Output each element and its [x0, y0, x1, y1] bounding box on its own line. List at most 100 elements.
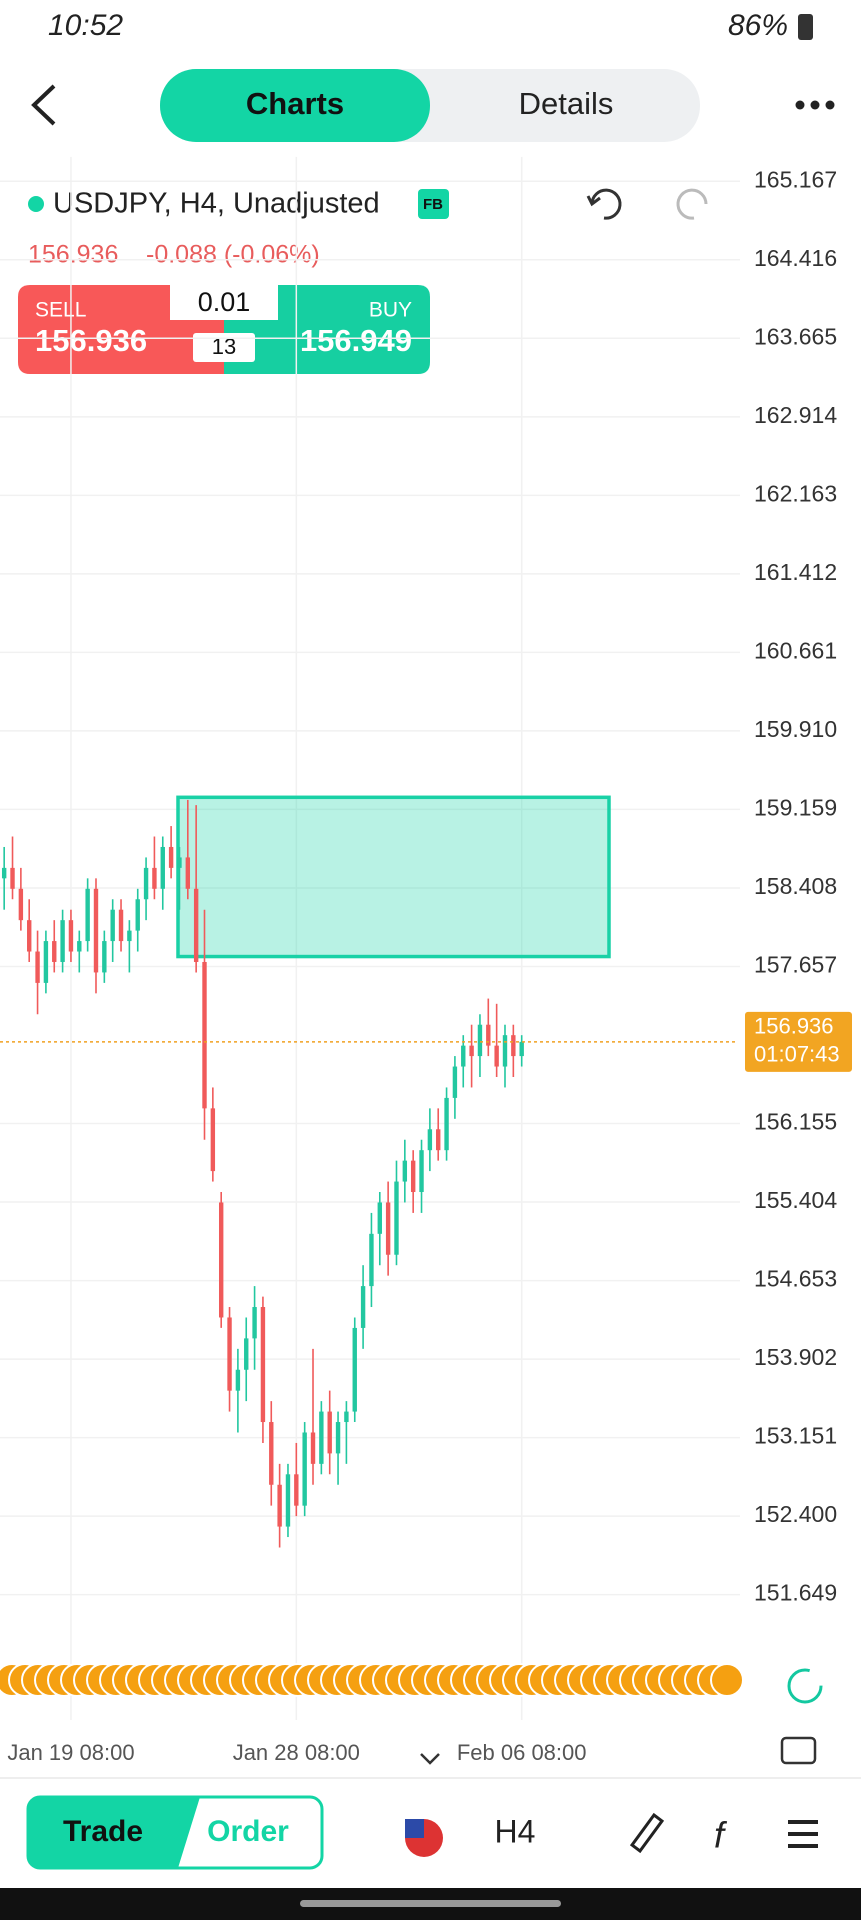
x-tick-label: Feb 06 08:00: [457, 1740, 587, 1765]
menu-button[interactable]: [788, 1820, 818, 1848]
candle-body: [210, 1108, 216, 1172]
candle-body: [77, 941, 82, 952]
candle-body: [35, 951, 40, 983]
candle-body: [410, 1160, 416, 1193]
back-button[interactable]: [31, 84, 56, 126]
candle-body: [352, 1327, 357, 1412]
candle-body: [52, 941, 57, 962]
y-tick-label: 165.167: [754, 166, 837, 192]
y-tick-label: 162.914: [754, 402, 837, 428]
timeframe[interactable]: H4: [495, 1813, 536, 1849]
lot-box[interactable]: [170, 285, 278, 320]
candle-body: [486, 1024, 491, 1046]
candle-body: [227, 1317, 232, 1391]
candle-body: [444, 1097, 449, 1151]
badge-bg: [418, 189, 449, 219]
candle-body: [85, 888, 90, 942]
order-label: Order: [207, 1815, 289, 1848]
candle-body: [102, 941, 107, 973]
draw-tool[interactable]: [629, 1812, 665, 1854]
y-tick-label: 152.400: [754, 1501, 837, 1527]
sell-price: 156.936: [35, 323, 147, 358]
candle-body: [477, 1024, 483, 1057]
candle-body: [469, 1045, 474, 1057]
candle-body: [143, 867, 149, 900]
candle-body: [110, 909, 115, 942]
candle-body: [310, 1432, 316, 1464]
buy-label: BUY: [369, 299, 412, 322]
countdown: 01:07:43: [754, 1042, 840, 1067]
more-button[interactable]: [795, 100, 835, 110]
candle-body: [244, 1338, 249, 1370]
chevron[interactable]: [420, 1753, 440, 1765]
layout-button[interactable]: [780, 1736, 817, 1765]
candle-body: [127, 930, 132, 942]
x-tick-label: Jan 19 08:00: [7, 1740, 134, 1765]
reset-button[interactable]: [787, 1668, 823, 1704]
symbol-change: -0.088 (-0.06%): [146, 241, 320, 269]
candle-body: [118, 909, 124, 942]
zone: [176, 795, 611, 959]
buy-price: 156.949: [300, 323, 412, 358]
y-tick-label: 157.657: [754, 952, 837, 978]
candle-body: [1, 867, 7, 879]
candle-body: [193, 888, 199, 962]
candle-body: [319, 1411, 324, 1464]
y-tick-label: 159.910: [754, 716, 837, 742]
candle-body: [452, 1066, 458, 1098]
undo[interactable]: [590, 188, 622, 220]
candle-body: [277, 1484, 282, 1527]
tab-active[interactable]: [160, 69, 430, 142]
status-battery: 86%: [728, 9, 788, 42]
y-tick-label: 161.412: [754, 559, 837, 585]
status-time: 10:52: [48, 9, 123, 42]
y-tick-label: 151.649: [754, 1580, 837, 1606]
candle-body: [177, 857, 182, 868]
candle-body: [511, 1035, 516, 1057]
status-dot: [28, 196, 44, 212]
candle-body: [60, 920, 65, 962]
candle-body: [377, 1202, 382, 1234]
candle-body: [252, 1307, 257, 1339]
tab-charts[interactable]: Charts: [246, 86, 344, 121]
x-tick-label: Jan 28 08:00: [233, 1740, 360, 1765]
candle-body: [502, 1035, 508, 1067]
candle-body: [394, 1181, 399, 1255]
flag-canton: [405, 1819, 424, 1838]
candle-body: [93, 888, 99, 973]
candle-body: [519, 1041, 524, 1057]
candle-body: [43, 941, 49, 983]
plot: 165.167 164.416 163.665 162.914 162.163 161.4…: [0, 156, 852, 1720]
y-tick-label: 158.408: [754, 873, 837, 899]
candle-body: [160, 846, 165, 889]
redo[interactable]: [676, 188, 708, 220]
candle-body: [168, 846, 174, 868]
tab-details[interactable]: Details: [519, 86, 614, 121]
y-tick-label: 160.661: [754, 637, 837, 663]
candle-body: [18, 888, 24, 921]
candle-body: [327, 1411, 332, 1454]
trade-toggle[interactable]: [28, 1797, 200, 1868]
candle-body: [10, 867, 15, 889]
undo-head: [586, 195, 601, 207]
sell-label: SELL: [35, 299, 86, 322]
last-price-label: 156.936: [754, 1014, 834, 1039]
y-tick-label: 153.151: [754, 1423, 837, 1449]
events-row: [0, 1663, 744, 1697]
candle-body: [369, 1233, 374, 1287]
candle-body: [302, 1432, 307, 1506]
symbol-title: USDJPY, H4, Unadjusted: [53, 188, 380, 220]
spread-box: [193, 333, 255, 362]
candle-body: [461, 1045, 466, 1067]
y-tick-label: 164.416: [754, 245, 837, 271]
candle-body: [235, 1369, 241, 1391]
home-indicator: [300, 1900, 561, 1907]
candle-body: [152, 867, 157, 889]
candle-body: [419, 1150, 424, 1193]
candle-body: [360, 1286, 366, 1328]
candle-body: [218, 1202, 224, 1318]
candle-body: [68, 920, 74, 952]
symbol-price: 156.936: [28, 241, 118, 269]
